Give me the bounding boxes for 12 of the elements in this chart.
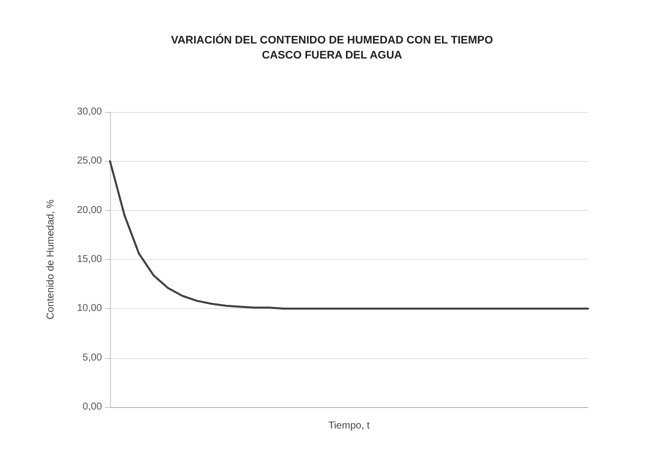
y-tick-label: 0,00 [82,402,102,412]
y-tick-label: 30,00 [76,106,102,118]
y-tick-label: 20,00 [76,204,102,216]
y-tick-label: 25,00 [76,156,102,167]
y-axis-title: Contenido de Humedad, % [46,199,56,320]
y-tick-label: 10,00 [76,303,102,314]
x-axis-title: Tiempo, t [328,420,370,432]
y-tick-label: 15,00 [76,254,102,265]
chart-subtitle: CASCO FUERA DEL AGUA [262,50,402,62]
chart-title: VARIACIÓN DEL CONTENIDO DE HUMEDAD CON EL TIEMPO [170,34,494,46]
line-series [109,160,589,310]
y-tick-label: 5,00 [82,352,102,364]
